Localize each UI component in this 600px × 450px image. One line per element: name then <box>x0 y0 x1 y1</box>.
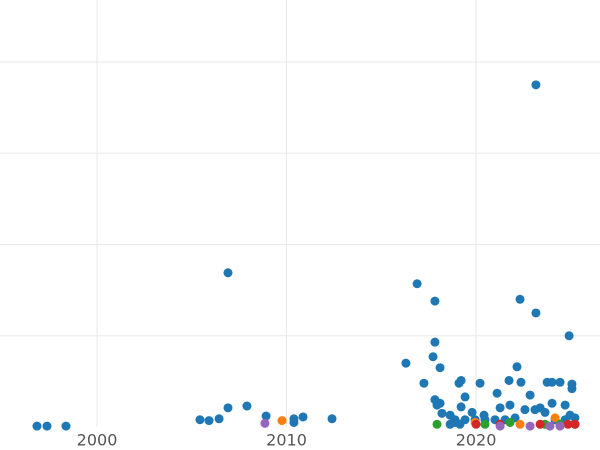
point <box>563 419 573 429</box>
point <box>504 375 514 385</box>
point <box>242 401 252 411</box>
x-tick-label: 2020 <box>456 431 497 450</box>
point <box>505 417 515 427</box>
point <box>460 392 470 402</box>
point <box>512 362 522 372</box>
point <box>525 421 535 431</box>
point <box>289 417 299 427</box>
point <box>567 384 577 394</box>
point <box>545 421 555 431</box>
point <box>430 337 440 347</box>
point <box>435 363 445 373</box>
point <box>515 294 525 304</box>
point <box>535 419 545 429</box>
point <box>475 378 485 388</box>
point <box>565 410 575 420</box>
point <box>570 419 580 429</box>
point <box>261 411 271 421</box>
point <box>471 419 481 429</box>
point <box>555 421 565 431</box>
point <box>531 80 541 90</box>
point <box>327 414 337 424</box>
point <box>547 398 557 408</box>
point <box>428 352 438 362</box>
point <box>32 421 42 431</box>
point <box>480 419 490 429</box>
point <box>455 419 465 429</box>
point <box>223 403 233 413</box>
point <box>525 390 535 400</box>
point <box>430 296 440 306</box>
point <box>467 407 477 417</box>
point <box>437 408 447 418</box>
point <box>520 405 530 415</box>
point <box>564 331 574 341</box>
point <box>298 412 308 422</box>
point <box>195 415 205 425</box>
point <box>515 419 525 429</box>
point <box>260 418 270 428</box>
point <box>530 405 540 415</box>
point <box>456 402 466 412</box>
point <box>540 407 550 417</box>
point <box>445 419 455 429</box>
point <box>516 377 526 387</box>
x-tick-label: 2010 <box>266 431 307 450</box>
x-tick-label: 2000 <box>77 431 118 450</box>
point <box>555 377 565 387</box>
point <box>204 416 214 426</box>
point <box>495 403 505 413</box>
point <box>550 413 560 423</box>
point <box>432 419 442 429</box>
point <box>560 400 570 410</box>
point <box>42 421 52 431</box>
point <box>505 400 515 410</box>
point <box>419 378 429 388</box>
point <box>223 268 233 278</box>
point <box>495 421 505 431</box>
point <box>432 400 442 410</box>
point <box>61 421 71 431</box>
point <box>456 375 466 385</box>
point <box>547 377 557 387</box>
point <box>401 358 411 368</box>
point <box>214 414 224 424</box>
point <box>277 416 287 426</box>
point <box>492 388 502 398</box>
point <box>412 279 422 289</box>
point <box>531 308 541 318</box>
